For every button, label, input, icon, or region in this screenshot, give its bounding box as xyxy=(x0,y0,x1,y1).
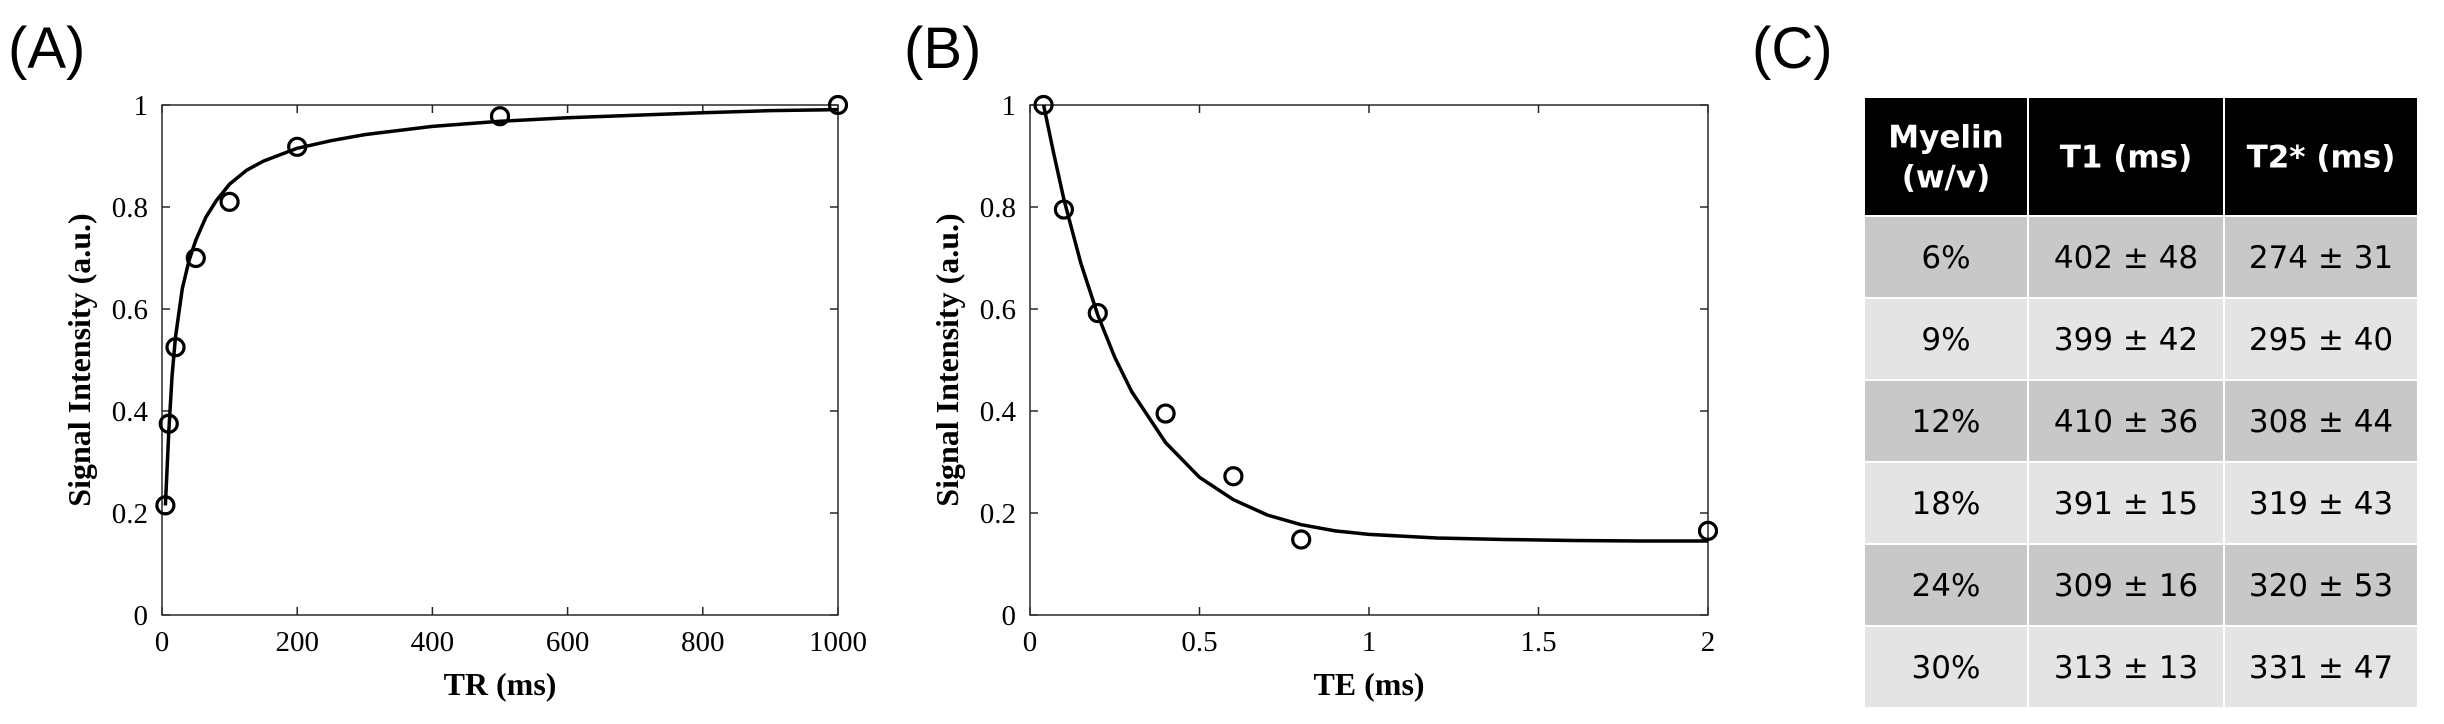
data-point xyxy=(1053,199,1075,220)
y-tick-label: 0.6 xyxy=(980,294,1016,326)
table-cell xyxy=(1863,379,2029,463)
table-cell xyxy=(1863,215,2029,299)
table-cell xyxy=(2027,543,2225,627)
table-cell-value: 391 ± 15 xyxy=(2054,486,2198,522)
x-tick-label: 200 xyxy=(275,626,319,658)
table-cell-value: 12% xyxy=(1912,404,1981,440)
y-tick-label: 0.2 xyxy=(980,498,1016,530)
data-point xyxy=(1291,529,1312,550)
plot-frame xyxy=(1029,104,1709,616)
y-axis-title: Signal Intensity (a.u.) xyxy=(929,213,965,506)
table-cell-value: 30% xyxy=(1912,650,1981,686)
table-cell-value: 320 ± 53 xyxy=(2249,568,2393,604)
table-cell xyxy=(2223,215,2419,299)
panel-label-c: (C) xyxy=(1752,16,1833,81)
relaxation-table: Myelin (w/v) T1 (ms) T2* (ms) 6% 402 ± 48 274 … xyxy=(1863,96,2419,709)
x-tick-label: 0 xyxy=(1023,626,1038,658)
table-cell-value: 295 ± 40 xyxy=(2249,322,2393,358)
table-cell xyxy=(2027,625,2225,709)
panel-label-a: (A) xyxy=(8,16,85,81)
x-axis-title: TR (ms) xyxy=(444,666,557,702)
panel-label-b: (B) xyxy=(904,16,981,81)
table-cell xyxy=(2223,297,2419,381)
data-point xyxy=(155,495,176,516)
table-cell-value: 399 ± 42 xyxy=(2054,322,2198,358)
x-tick-label: 1 xyxy=(1362,626,1377,658)
data-point xyxy=(158,413,179,434)
table-header-cell xyxy=(1863,96,2029,217)
table-cell-value: 9% xyxy=(1921,322,1970,358)
x-tick-label: 2 xyxy=(1701,626,1716,658)
data-point xyxy=(1087,302,1108,324)
table-header-cell xyxy=(2223,96,2419,217)
y-tick-label: 1 xyxy=(1002,90,1017,122)
table-header-label: T2* (ms) xyxy=(2247,140,2396,176)
chart-tr-signal: 0 200 400 600 800 1000 0 0.2 0.4 0.6 0.8 1 TR (ms) Si… xyxy=(61,90,867,702)
table-cell xyxy=(2223,625,2419,709)
table-cell xyxy=(1863,461,2029,545)
table-cell-value: 274 ± 31 xyxy=(2249,240,2393,276)
table-cell xyxy=(2223,379,2419,463)
data-point xyxy=(165,337,186,358)
table-cell-value: 331 ± 47 xyxy=(2249,650,2393,686)
y-tick-label: 0.6 xyxy=(112,294,148,326)
table-cell-value: 410 ± 36 xyxy=(2054,404,2198,440)
data-point xyxy=(1697,520,1719,541)
table-header-label: T1 (ms) xyxy=(2060,140,2193,176)
data-point xyxy=(489,106,511,127)
data-point xyxy=(1155,403,1176,424)
table-cell xyxy=(1863,625,2029,709)
table-cell-value: 6% xyxy=(1921,240,1970,276)
table-cell-value: 24% xyxy=(1912,568,1981,604)
y-tick-label: 0 xyxy=(1002,600,1017,632)
x-tick-label: 1.5 xyxy=(1520,626,1556,658)
table-cell xyxy=(2223,543,2419,627)
y-tick-label: 1 xyxy=(134,90,149,122)
y-tick-label: 0.2 xyxy=(112,498,148,530)
data-point xyxy=(827,94,849,116)
x-tick-label: 600 xyxy=(546,626,590,658)
table-cell-value: 309 ± 16 xyxy=(2054,568,2198,604)
table-header-label: Myelin (w/v) xyxy=(1888,120,2003,196)
table-cell xyxy=(2027,461,2225,545)
table-cell xyxy=(2027,297,2225,381)
y-tick-label: 0.8 xyxy=(980,192,1016,224)
x-tick-label: 0.5 xyxy=(1181,626,1217,658)
plot-frame xyxy=(161,104,839,616)
x-axis-title: TE (ms) xyxy=(1313,666,1424,702)
y-tick-label: 0.8 xyxy=(112,192,148,224)
data-point xyxy=(219,191,240,212)
table-cell-value: 402 ± 48 xyxy=(2054,240,2198,276)
x-tick-label: 0 xyxy=(155,626,170,658)
table-cell-value: 313 ± 13 xyxy=(2054,650,2198,686)
chart-te-signal: 0 0.5 1 1.5 2 0 0.2 0.4 0.6 0.8 1 TE (ms) Signal Int… xyxy=(929,90,1719,702)
fit-curve xyxy=(1041,104,1708,543)
table-cell-value: 308 ± 44 xyxy=(2249,404,2393,440)
y-tick-label: 0.4 xyxy=(112,396,149,428)
data-point xyxy=(287,136,308,157)
y-tick-label: 0 xyxy=(134,600,149,632)
data-point xyxy=(1223,466,1244,487)
table-cell-value: 18% xyxy=(1912,486,1981,522)
x-tick-label: 400 xyxy=(411,626,455,658)
table-cell-value: 319 ± 43 xyxy=(2249,486,2393,522)
data-point xyxy=(185,247,206,269)
x-tick-label: 1000 xyxy=(809,626,867,658)
y-tick-label: 0.4 xyxy=(980,396,1017,428)
table-cell xyxy=(2223,461,2419,545)
fit-curve xyxy=(163,107,839,506)
data-point xyxy=(1033,94,1054,116)
x-tick-label: 800 xyxy=(681,626,725,658)
table-cell xyxy=(2027,215,2225,299)
y-axis-title: Signal Intensity (a.u.) xyxy=(61,213,97,506)
table-cell xyxy=(2027,379,2225,463)
